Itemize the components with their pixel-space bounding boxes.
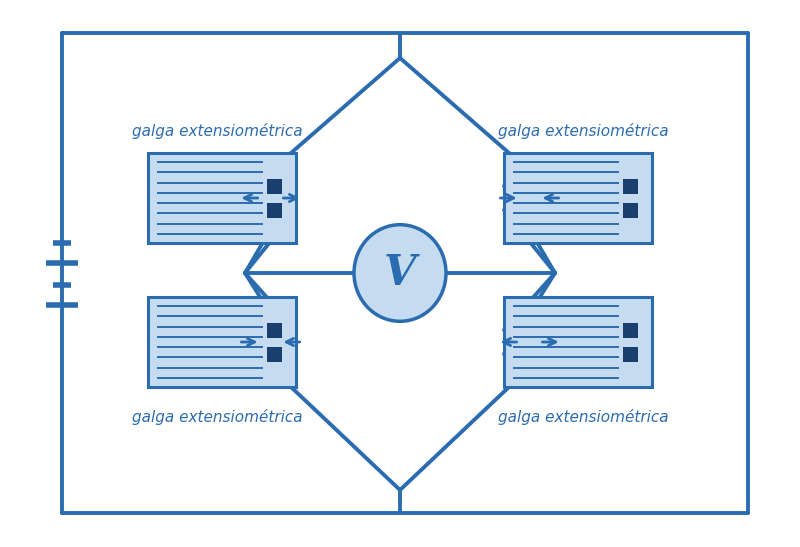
- Bar: [267, 323, 282, 337]
- Bar: [623, 202, 638, 218]
- Text: galga extensiométrica: galga extensiométrica: [498, 123, 668, 139]
- Text: galga extensiométrica: galga extensiométrica: [132, 123, 302, 139]
- Bar: [623, 323, 638, 337]
- Bar: [148, 297, 296, 387]
- Text: galga extensiométrica: galga extensiométrica: [132, 409, 302, 425]
- Bar: [267, 202, 282, 218]
- Text: V: V: [384, 252, 416, 294]
- Bar: [623, 346, 638, 362]
- Bar: [148, 153, 296, 243]
- Bar: [267, 346, 282, 362]
- Bar: [504, 297, 652, 387]
- Bar: [623, 178, 638, 194]
- Bar: [504, 153, 652, 243]
- Ellipse shape: [354, 225, 446, 321]
- Bar: [267, 178, 282, 194]
- Text: galga extensiométrica: galga extensiométrica: [498, 409, 668, 425]
